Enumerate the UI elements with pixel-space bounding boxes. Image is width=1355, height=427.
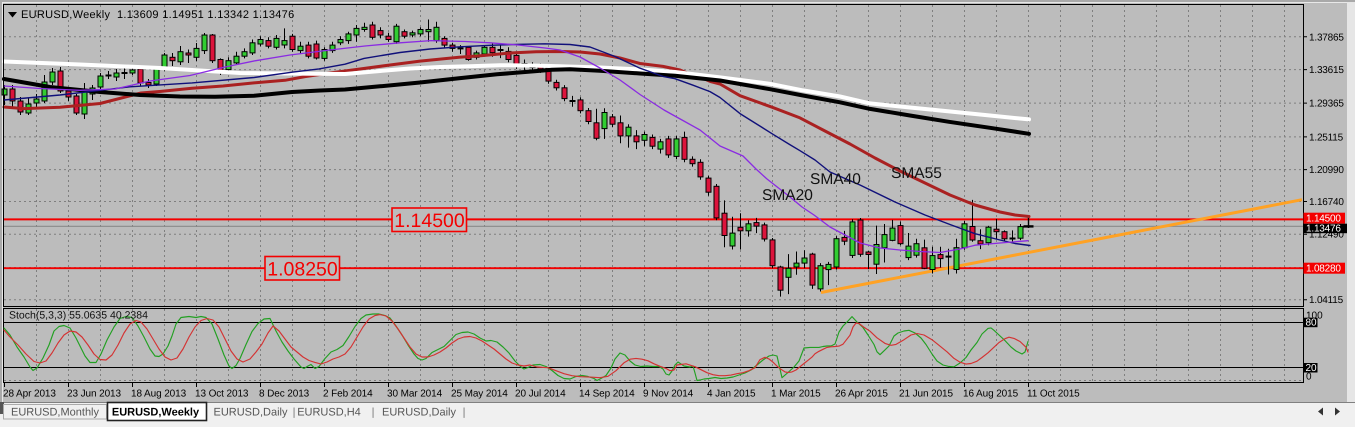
svg-text:18 Aug 2013: 18 Aug 2013 bbox=[131, 389, 187, 400]
svg-text:EURUSD,Weekly 1.13609 1.14951: EURUSD,Weekly 1.13609 1.14951 1.13342 1.… bbox=[21, 9, 295, 21]
svg-text:16 Aug 2015: 16 Aug 2015 bbox=[963, 389, 1019, 400]
svg-text:|: | bbox=[372, 407, 375, 419]
svg-text:13 Oct 2013: 13 Oct 2013 bbox=[195, 389, 249, 400]
svg-text:Stoch(5,3,3) 55.0635 40.2384: Stoch(5,3,3) 55.0635 40.2384 bbox=[9, 310, 148, 322]
svg-text:|: | bbox=[463, 407, 466, 419]
svg-text:EURUSD,H4: EURUSD,H4 bbox=[297, 407, 361, 419]
svg-text:30 Mar 2014: 30 Mar 2014 bbox=[387, 389, 443, 400]
svg-text:1.29365: 1.29365 bbox=[1309, 99, 1344, 110]
svg-text:11 Oct 2015: 11 Oct 2015 bbox=[1027, 389, 1080, 400]
svg-text:SMA55: SMA55 bbox=[891, 165, 942, 182]
svg-text:|: | bbox=[293, 407, 296, 419]
svg-text:1.33615: 1.33615 bbox=[1309, 65, 1344, 76]
svg-text:EURUSD,Monthly: EURUSD,Monthly bbox=[11, 407, 100, 419]
svg-text:1.14500: 1.14500 bbox=[394, 210, 465, 232]
svg-text:21 Jun 2015: 21 Jun 2015 bbox=[899, 389, 953, 400]
svg-text:1.16740: 1.16740 bbox=[1309, 197, 1344, 208]
svg-text:1.25115: 1.25115 bbox=[1309, 132, 1344, 143]
svg-text:1.37865: 1.37865 bbox=[1309, 32, 1344, 43]
svg-text:EURUSD,Weekly: EURUSD,Weekly bbox=[112, 407, 200, 419]
svg-text:20: 20 bbox=[1306, 363, 1318, 374]
svg-text:1.12490: 1.12490 bbox=[1309, 230, 1344, 241]
svg-text:100: 100 bbox=[1306, 311, 1323, 322]
svg-text:1.13476: 1.13476 bbox=[1306, 224, 1341, 235]
svg-text:20 Jul 2014: 20 Jul 2014 bbox=[515, 389, 566, 400]
svg-text:EURUSD,Daily: EURUSD,Daily bbox=[214, 407, 288, 419]
svg-text:SMA40: SMA40 bbox=[810, 171, 861, 188]
svg-text:26 Apr 2015: 26 Apr 2015 bbox=[835, 389, 888, 400]
svg-text:0: 0 bbox=[1306, 372, 1312, 383]
svg-text:28 Apr 2013: 28 Apr 2013 bbox=[3, 389, 56, 400]
svg-text:9 Nov 2014: 9 Nov 2014 bbox=[643, 389, 694, 400]
svg-text:1.14500: 1.14500 bbox=[1306, 214, 1341, 225]
svg-text:14 Sep 2014: 14 Sep 2014 bbox=[579, 389, 635, 400]
svg-text:23 Jun 2013: 23 Jun 2013 bbox=[67, 389, 121, 400]
svg-text:25 May 2014: 25 May 2014 bbox=[451, 389, 508, 400]
svg-text:8 Dec 2013: 8 Dec 2013 bbox=[259, 389, 310, 400]
svg-text:SMA20: SMA20 bbox=[762, 187, 813, 204]
svg-text:80: 80 bbox=[1306, 318, 1318, 329]
svg-text:2 Feb 2014: 2 Feb 2014 bbox=[323, 389, 373, 400]
svg-text:1.04115: 1.04115 bbox=[1309, 295, 1344, 306]
svg-text:1.08280: 1.08280 bbox=[1306, 264, 1341, 275]
svg-text:4 Jan 2015: 4 Jan 2015 bbox=[707, 389, 756, 400]
svg-text:1 Mar 2015: 1 Mar 2015 bbox=[771, 389, 821, 400]
svg-text:1.20990: 1.20990 bbox=[1309, 165, 1344, 176]
svg-text:1.08250: 1.08250 bbox=[267, 259, 338, 281]
svg-text:EURUSD,Daily: EURUSD,Daily bbox=[382, 407, 456, 419]
